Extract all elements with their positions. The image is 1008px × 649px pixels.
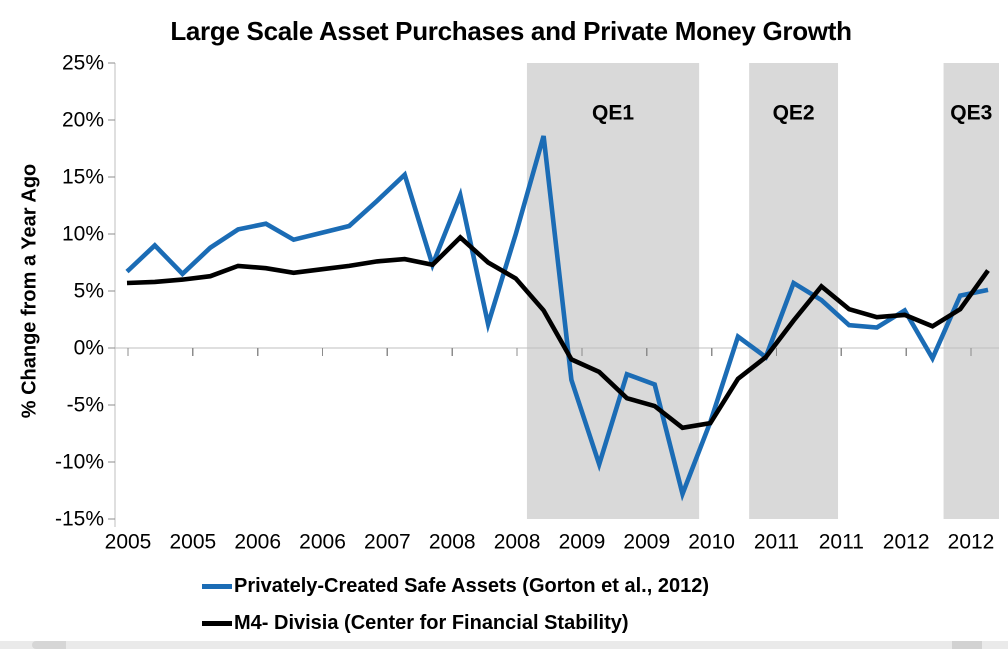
x-tick-label: 2009 [623, 531, 670, 554]
m4-divisia-line-swatch [202, 621, 232, 626]
x-tick-label: 2006 [299, 531, 346, 554]
y-tick-label: -15% [55, 508, 104, 531]
x-tick-label: 2010 [688, 531, 735, 554]
y-tick-label: -10% [55, 451, 104, 474]
y-tick-label: 25% [62, 52, 104, 75]
x-tick-label: 2005 [169, 531, 216, 554]
qe2-band [749, 63, 839, 519]
legend-label-safe-assets: Privately-Created Safe Assets (Gorton et… [234, 575, 709, 597]
x-tick-label: 2009 [559, 531, 606, 554]
x-tick-label: 2007 [364, 531, 411, 554]
y-tick-label: -5% [67, 394, 104, 417]
scrollbar-thumb-left-cap[interactable] [32, 641, 66, 649]
qe2-label: QE2 [773, 102, 815, 125]
axis-tick-labels: 25%20%15%10%5%0%-5%-10%-15%2005 2005 2006 2… [55, 52, 994, 554]
legend-label-m4-divisia: M4- Divisia (Center for Financial Stabil… [234, 612, 629, 634]
m4-divisia-line [126, 234, 990, 431]
x-tick-label: 2012 [883, 531, 930, 554]
legend-item-safe-assets: Privately-Created Safe Assets (Gorton et… [202, 568, 709, 605]
safe-assets-line [125, 135, 989, 502]
x-tick-label: 2008 [494, 531, 541, 554]
qe1-label: QE1 [592, 102, 634, 125]
qe-shaded-bands: QE1 QE2 QE3 [526, 63, 999, 519]
x-tick-label: 2006 [234, 531, 281, 554]
series-lines [125, 135, 990, 502]
qe3-label: QE3 [950, 102, 992, 125]
y-tick-label: 15% [62, 166, 104, 189]
x-tick-label: 2012 [948, 531, 995, 554]
x-tick-label: 2005 [105, 531, 152, 554]
y-tick-label: 20% [62, 109, 104, 132]
x-tick-label: 2008 [429, 531, 476, 554]
legend-item-m4-divisia: M4- Divisia (Center for Financial Stabil… [202, 605, 709, 642]
x-tick-label: 2011 [819, 531, 864, 554]
axes [108, 62, 999, 527]
x-tick-label: 2011 [754, 531, 799, 554]
safe-assets-line-swatch [202, 584, 232, 589]
y-tick-label: 0% [74, 337, 104, 360]
legend: Privately-Created Safe Assets (Gorton et… [202, 568, 709, 642]
y-tick-label: 5% [74, 280, 104, 303]
window-bottom-edge [0, 641, 1008, 649]
chart-title: Large Scale Asset Purchases and Private … [170, 16, 852, 46]
scrollbar-mark-right [952, 641, 982, 649]
y-tick-label: 10% [62, 223, 104, 246]
